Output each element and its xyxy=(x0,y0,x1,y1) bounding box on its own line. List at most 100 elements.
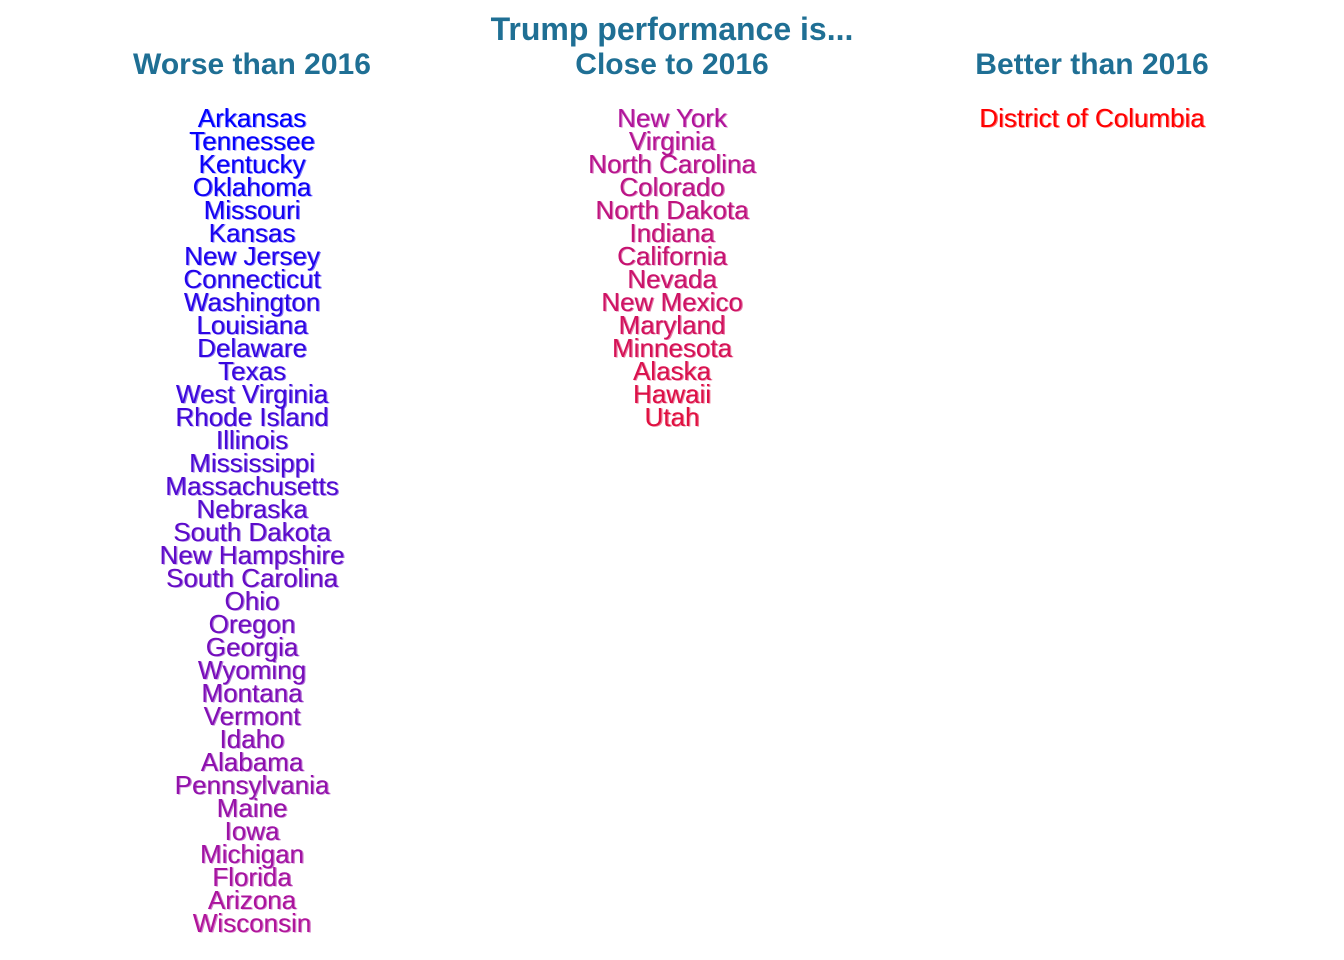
state-label-shadow-arkansas: Arkansas xyxy=(199,104,307,134)
state-label-delaware: Delaware xyxy=(197,333,307,363)
state-label-arizona: Arizona xyxy=(208,885,297,915)
column-header-close: Close to 2016 xyxy=(575,48,768,81)
state-label-shadow-utah: Utah xyxy=(646,403,701,433)
state-label-shadow-kansas: Kansas xyxy=(210,219,297,249)
state-label-minnesota: Minnesota xyxy=(612,333,732,363)
state-label-shadow-tennessee: Tennessee xyxy=(190,127,316,157)
state-label-shadow-texas: Texas xyxy=(219,357,287,387)
state-label-kansas: Kansas xyxy=(209,218,296,248)
state-label-florida: Florida xyxy=(212,862,292,892)
state-labels-group: ArkansasArkansasTennesseeTennesseeKentuc… xyxy=(160,103,1207,939)
state-label-shadow-north-carolina: North Carolina xyxy=(589,150,757,180)
state-label-shadow-montana: Montana xyxy=(203,679,305,709)
state-label-north-dakota: North Dakota xyxy=(595,195,749,225)
state-label-shadow-colorado: Colorado xyxy=(620,173,726,203)
state-label-shadow-connecticut: Connecticut xyxy=(185,265,323,295)
state-label-missouri: Missouri xyxy=(204,195,301,225)
state-label-alabama: Alabama xyxy=(201,747,304,777)
state-label-maine: Maine xyxy=(217,793,288,823)
state-label-nebraska: Nebraska xyxy=(196,494,308,524)
state-label-shadow-louisiana: Louisiana xyxy=(198,311,310,341)
state-label-montana: Montana xyxy=(201,678,303,708)
state-label-shadow-virginia: Virginia xyxy=(630,127,717,157)
state-label-shadow-alabama: Alabama xyxy=(202,748,305,778)
state-label-north-carolina: North Carolina xyxy=(588,149,756,179)
state-label-shadow-florida: Florida xyxy=(213,863,293,893)
state-label-arkansas: Arkansas xyxy=(198,103,306,133)
state-label-shadow-iowa: Iowa xyxy=(226,817,281,847)
state-label-new-mexico: New Mexico xyxy=(601,287,743,317)
state-label-iowa: Iowa xyxy=(225,816,280,846)
state-label-new-hampshire: New Hampshire xyxy=(160,540,345,570)
state-label-new-jersey: New Jersey xyxy=(184,241,320,271)
state-label-shadow-massachusetts: Massachusetts xyxy=(166,472,339,502)
state-label-california: California xyxy=(617,241,727,271)
state-label-shadow-north-dakota: North Dakota xyxy=(597,196,751,226)
state-label-shadow-kentucky: Kentucky xyxy=(200,150,307,180)
state-label-vermont: Vermont xyxy=(204,701,302,731)
state-label-shadow-rhode-island: Rhode Island xyxy=(177,403,330,433)
state-label-idaho: Idaho xyxy=(219,724,284,754)
state-label-colorado: Colorado xyxy=(619,172,725,202)
state-label-shadow-alaska: Alaska xyxy=(634,357,713,387)
state-label-shadow-washington: Washington xyxy=(185,288,321,318)
state-label-shadow-south-dakota: South Dakota xyxy=(174,518,332,548)
state-label-shadow-nevada: Nevada xyxy=(628,265,718,295)
state-label-georgia: Georgia xyxy=(206,632,299,662)
state-label-shadow-maine: Maine xyxy=(218,794,289,824)
state-label-louisiana: Louisiana xyxy=(196,310,308,340)
state-label-oklahoma: Oklahoma xyxy=(193,172,312,202)
state-label-connecticut: Connecticut xyxy=(183,264,321,294)
state-label-shadow-hawaii: Hawaii xyxy=(634,380,712,410)
state-label-massachusetts: Massachusetts xyxy=(165,471,338,501)
state-label-utah: Utah xyxy=(645,402,700,432)
state-label-shadow-delaware: Delaware xyxy=(198,334,308,364)
state-label-shadow-pennsylvania: Pennsylvania xyxy=(176,771,331,801)
state-label-new-york: New York xyxy=(617,103,728,133)
state-label-tennessee: Tennessee xyxy=(189,126,315,156)
state-label-shadow-south-carolina: South Carolina xyxy=(167,564,340,594)
state-label-south-dakota: South Dakota xyxy=(173,517,331,547)
state-label-shadow-new-jersey: New Jersey xyxy=(185,242,321,272)
state-label-texas: Texas xyxy=(218,356,286,386)
state-label-shadow-new-hampshire: New Hampshire xyxy=(161,541,346,571)
column-header-better: Better than 2016 xyxy=(975,48,1208,81)
state-label-shadow-nebraska: Nebraska xyxy=(198,495,310,525)
state-label-nevada: Nevada xyxy=(627,264,717,294)
state-label-shadow-oregon: Oregon xyxy=(210,610,297,640)
state-label-oregon: Oregon xyxy=(209,609,296,639)
state-label-michigan: Michigan xyxy=(200,839,304,869)
state-label-shadow-wisconsin: Wisconsin xyxy=(194,909,312,939)
state-label-illinois: Illinois xyxy=(216,425,288,455)
state-label-indiana: Indiana xyxy=(629,218,715,248)
state-label-rhode-island: Rhode Island xyxy=(175,402,328,432)
state-label-shadow-maryland: Maryland xyxy=(620,311,727,341)
state-label-shadow-missouri: Missouri xyxy=(205,196,302,226)
state-label-shadow-indiana: Indiana xyxy=(631,219,717,249)
state-label-district-of-columbia: District of Columbia xyxy=(979,103,1205,133)
state-label-shadow-arizona: Arizona xyxy=(209,886,298,916)
state-label-mississippi: Mississippi xyxy=(189,448,315,478)
state-label-shadow-vermont: Vermont xyxy=(205,702,303,732)
chart-title: Trump performance is... xyxy=(491,11,854,47)
state-label-shadow-illinois: Illinois xyxy=(217,426,289,456)
state-label-pennsylvania: Pennsylvania xyxy=(175,770,330,800)
column-header-worse: Worse than 2016 xyxy=(133,48,371,81)
state-label-south-carolina: South Carolina xyxy=(166,563,339,593)
state-label-shadow-mississippi: Mississippi xyxy=(190,449,316,479)
state-label-wyoming: Wyoming xyxy=(198,655,306,685)
state-label-washington: Washington xyxy=(184,287,320,317)
state-label-shadow-minnesota: Minnesota xyxy=(613,334,733,364)
state-label-shadow-georgia: Georgia xyxy=(207,633,300,663)
state-label-shadow-oklahoma: Oklahoma xyxy=(194,173,313,203)
state-label-shadow-new-mexico: New Mexico xyxy=(602,288,744,318)
state-label-kentucky: Kentucky xyxy=(199,149,306,179)
state-label-shadow-california: California xyxy=(618,242,728,272)
state-label-maryland: Maryland xyxy=(619,310,726,340)
state-label-alaska: Alaska xyxy=(633,356,712,386)
state-label-shadow-district-of-columbia: District of Columbia xyxy=(980,104,1206,134)
state-label-virginia: Virginia xyxy=(629,126,716,156)
state-label-wisconsin: Wisconsin xyxy=(193,908,311,938)
state-label-hawaii: Hawaii xyxy=(633,379,711,409)
